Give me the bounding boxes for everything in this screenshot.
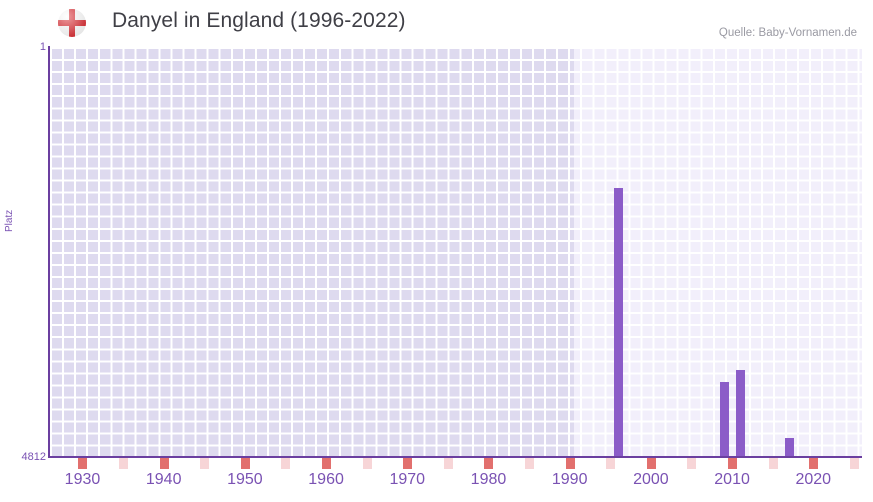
- x-tick-minor-1965: [362, 458, 372, 469]
- x-axis-label-1960: 1960: [308, 471, 344, 488]
- x-tick-major-1960: [322, 458, 332, 469]
- x-tick-minor-2015: [768, 458, 778, 469]
- y-axis-top-label: 1: [39, 41, 46, 53]
- x-tick-minor-1935: [119, 458, 129, 469]
- bar-2011[interactable]: [736, 369, 746, 457]
- bar-2017[interactable]: [784, 437, 794, 457]
- flag-shading: [58, 9, 86, 37]
- plot-area: [50, 47, 862, 457]
- y-axis-title: Platz: [4, 209, 15, 232]
- x-tick-minor-2025: [849, 458, 859, 469]
- x-tick-major-2000: [646, 458, 656, 469]
- x-tick-minor-1975: [443, 458, 453, 469]
- x-axis-label-2010: 2010: [714, 471, 750, 488]
- source-attribution: Quelle: Baby-Vornamen.de: [718, 27, 857, 39]
- england-flag-icon: [58, 9, 86, 37]
- x-tick-major-1950: [240, 458, 250, 469]
- x-axis-label-2020: 2020: [795, 471, 832, 488]
- x-axis-label-2000: 2000: [633, 471, 669, 488]
- y-axis-bottom-label: 4812: [21, 451, 46, 463]
- x-axis-label-1930: 1930: [64, 471, 101, 488]
- x-axis-label-1950: 1950: [227, 471, 263, 488]
- x-axis-label-1940: 1940: [145, 471, 182, 488]
- x-tick-major-1970: [403, 458, 413, 469]
- x-tick-major-1930: [78, 458, 88, 469]
- x-tick-minor-1955: [281, 458, 291, 469]
- x-tick-minor-2005: [687, 458, 697, 469]
- y-axis-line: [48, 46, 50, 458]
- x-tick-major-2020: [809, 458, 819, 469]
- bar-series: [50, 47, 862, 457]
- chart-header: Danyel in England (1996-2022) Quelle: Ba…: [0, 0, 873, 46]
- x-axis-line: [48, 456, 862, 458]
- x-axis-label-1970: 1970: [389, 471, 426, 488]
- page-title: Danyel in England (1996-2022): [112, 9, 406, 32]
- x-tick-major-1940: [159, 458, 169, 469]
- x-axis-tick-markers: [50, 458, 862, 469]
- x-tick-major-1980: [484, 458, 494, 469]
- bar-1996[interactable]: [614, 187, 624, 457]
- x-axis-label-1980: 1980: [470, 471, 507, 488]
- bar-2009[interactable]: [719, 381, 729, 457]
- x-tick-minor-1995: [606, 458, 616, 469]
- x-tick-major-1990: [565, 458, 575, 469]
- x-axis-labels: 1930 1940 1950 1960 1970 1980 1990 2000 2010 2020: [0, 471, 873, 495]
- x-tick-minor-1985: [525, 458, 535, 469]
- x-tick-major-2010: [728, 458, 738, 469]
- x-tick-minor-1945: [200, 458, 210, 469]
- x-axis-label-1990: 1990: [551, 471, 588, 488]
